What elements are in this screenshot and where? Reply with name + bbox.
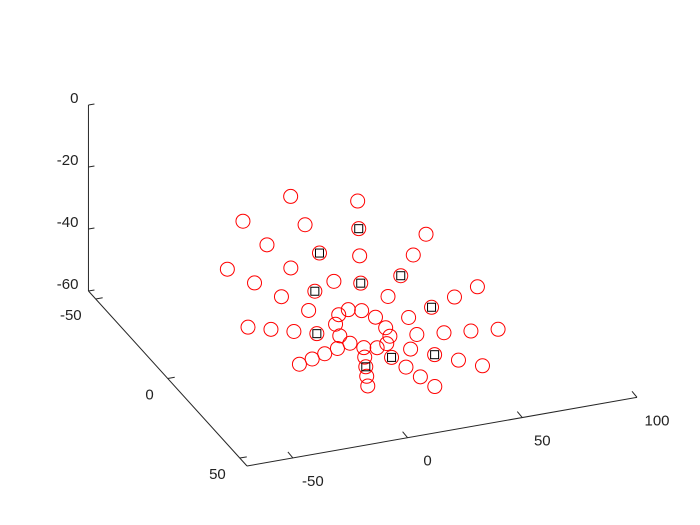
circle-marker: [247, 275, 263, 291]
circle-marker: [412, 369, 428, 385]
y-tick-label: 50: [209, 466, 226, 483]
z-tick: [88, 227, 95, 230]
z-tick: [88, 165, 95, 168]
circle-marker: [283, 260, 299, 276]
circle-marker: [342, 335, 358, 351]
z-tick-label: -60: [57, 276, 79, 293]
circle-marker: [332, 328, 348, 344]
circle-marker: [450, 352, 466, 368]
circle-marker: [317, 346, 333, 362]
circle-marker: [401, 310, 417, 326]
circle-marker: [340, 302, 356, 318]
y-tick-label: -50: [60, 307, 82, 324]
circle-marker: [304, 351, 320, 367]
circle-marker: [356, 340, 372, 356]
x-tick-label: 100: [644, 412, 669, 429]
circle-marker: [259, 237, 275, 253]
square-marker: [356, 278, 366, 288]
circle-marker: [418, 226, 434, 242]
circle-marker: [359, 368, 375, 384]
z-tick-label: -20: [57, 152, 79, 169]
circle-marker: [490, 321, 506, 337]
circle-marker: [331, 307, 347, 323]
circle-marker: [360, 378, 376, 394]
circle-marker: [263, 321, 279, 337]
square-marker: [396, 271, 406, 281]
square-marker: [354, 224, 364, 234]
circle-marker: [379, 336, 395, 352]
circle-marker: [378, 320, 394, 336]
square-marker: [314, 248, 324, 258]
circle-marker: [382, 328, 398, 344]
x-tick: [631, 391, 638, 398]
circle-marker: [352, 248, 368, 264]
circle-marker: [436, 325, 452, 341]
y-tick: [95, 297, 103, 300]
square-marker: [361, 362, 371, 372]
circle-marker: [273, 289, 289, 305]
circle-marker: [393, 268, 409, 284]
y-tick-label: 0: [145, 386, 153, 403]
circle-marker: [326, 273, 342, 289]
z-tick-label: -40: [57, 214, 79, 231]
circle-marker: [403, 341, 419, 357]
circle-marker: [235, 213, 251, 229]
circle-marker: [283, 188, 299, 204]
circle-marker: [351, 221, 367, 237]
circle-marker: [219, 261, 235, 277]
square-marker: [430, 350, 440, 360]
circle-marker: [307, 283, 323, 299]
z-tick: [88, 289, 95, 292]
circle-marker: [357, 349, 373, 365]
y-tick: [167, 376, 175, 379]
circle-marker: [367, 309, 383, 325]
circle-marker: [291, 356, 307, 372]
x-tick-label: 50: [534, 433, 551, 450]
circle-marker: [297, 217, 313, 233]
circle-marker: [463, 323, 479, 339]
circle-marker: [369, 340, 385, 356]
circle-marker: [358, 359, 374, 375]
circle-marker: [301, 302, 317, 318]
circle-marker: [446, 289, 462, 305]
circle-marker: [240, 319, 256, 335]
circle-marker: [353, 275, 369, 291]
circle-marker: [311, 245, 327, 261]
x-tick: [402, 431, 408, 439]
x-axis: [246, 396, 638, 467]
circle-marker: [329, 340, 345, 356]
square-marker: [427, 302, 437, 312]
circle-marker: [427, 347, 443, 363]
circle-marker: [309, 326, 325, 342]
square-marker: [310, 286, 320, 296]
circle-marker: [427, 379, 443, 395]
circle-marker: [380, 288, 396, 304]
circle-marker: [286, 323, 302, 339]
circle-marker: [398, 359, 414, 375]
z-tick-label: 0: [70, 90, 78, 107]
circle-marker: [350, 193, 366, 209]
square-marker: [387, 352, 397, 362]
z-tick: [88, 103, 95, 106]
x-tick-label: 0: [423, 453, 431, 470]
circle-marker: [474, 358, 490, 374]
circle-marker: [405, 247, 421, 263]
x-tick: [516, 411, 523, 418]
y-tick: [239, 456, 247, 459]
x-tick: [287, 451, 294, 459]
circle-marker: [424, 299, 440, 315]
circle-marker: [384, 349, 400, 365]
x-tick-label: -50: [302, 473, 324, 490]
circle-marker: [469, 279, 485, 295]
circle-marker: [354, 303, 370, 319]
circle-marker: [328, 316, 344, 332]
circle-marker: [409, 327, 425, 343]
square-marker: [312, 329, 322, 339]
